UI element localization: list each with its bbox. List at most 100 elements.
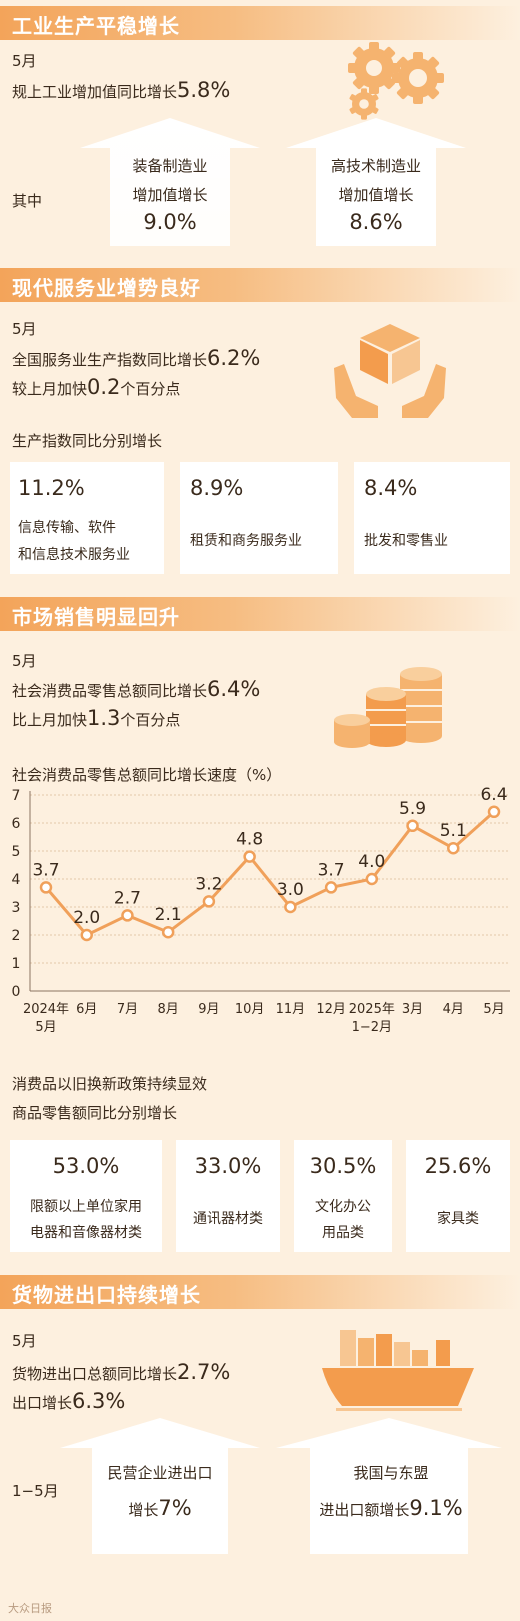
- service-card-value: 11.2%: [18, 476, 85, 500]
- asean-value: 9.1%: [409, 1496, 463, 1520]
- x-tick-label: 2024年: [23, 1002, 69, 1017]
- section-title: 市场销售明显回升: [12, 605, 180, 629]
- data-label: 4.8: [236, 830, 263, 850]
- section-header-services: 现代服务业增势良好: [0, 268, 520, 302]
- y-tick-label: 6: [12, 816, 21, 832]
- watermark: 大众日报: [8, 1602, 52, 1615]
- industry-growth-text: 规上工业增加值同比增长: [12, 83, 178, 101]
- data-label: 2.7: [114, 888, 141, 908]
- service-card-label-line2: 和信息技术服务业: [18, 547, 130, 563]
- services-accel-post: 个百分点: [120, 380, 181, 398]
- retail-accel-value: 1.3: [87, 706, 121, 730]
- hightech-card-line1: 高技术制造业: [330, 157, 421, 175]
- x-tick-label: 7月: [117, 1002, 138, 1017]
- up-arrow-shape: [286, 118, 466, 246]
- retail-card-label-line1: 通讯器材类: [193, 1211, 263, 1227]
- month-label: 5月: [12, 320, 37, 338]
- service-card-it: 11.2% 信息传输、软件 和信息技术服务业: [10, 462, 164, 574]
- retail-card-label-line1: 文化办公: [315, 1199, 371, 1215]
- retail-growth-value: 6.4%: [207, 677, 261, 701]
- private-enterprise-text: 增长: [128, 1501, 159, 1519]
- x-tick-label-line2: 5月: [35, 1020, 56, 1035]
- x-tick-label: 10月: [235, 1002, 265, 1017]
- retail-card-value: 33.0%: [194, 1154, 262, 1178]
- retail-card-label-line1: 限额以上单位家用: [30, 1199, 142, 1215]
- side-label-qizhong: 其中: [12, 192, 43, 210]
- services-accel-line: 较上月加快0.2个百分点: [12, 375, 180, 399]
- up-arrow-shape: [276, 1418, 502, 1554]
- up-arrow-shape: [60, 1418, 260, 1554]
- coins-icon: [334, 667, 442, 748]
- data-point: [202, 895, 216, 908]
- data-point: [243, 850, 256, 863]
- y-tick-label: 3: [12, 900, 21, 916]
- retail-card-value: 53.0%: [52, 1154, 120, 1178]
- retail-accel-line: 比上月加快1.3个百分点: [12, 706, 180, 730]
- retail-card-furniture: 25.6% 家具类: [406, 1140, 510, 1252]
- chart-title: 社会消费品零售总额同比增长速度（%）: [12, 766, 282, 784]
- trade-growth-line: 货物进出口总额同比增长2.7%: [12, 1360, 230, 1384]
- retail-card-office: 30.5% 文化办公 用品类: [294, 1140, 392, 1252]
- service-card-value: 8.4%: [364, 476, 418, 500]
- private-enterprise-line1: 民营企业进出口: [107, 1464, 213, 1482]
- x-tick-label: 4月: [443, 1002, 464, 1017]
- retail-card-label-line2: 用品类: [322, 1225, 364, 1241]
- private-enterprise-value: 7%: [158, 1496, 192, 1520]
- service-card-label-line1: 租赁和商务服务业: [190, 533, 302, 549]
- retail-accel-post: 个百分点: [120, 711, 181, 729]
- y-tick-label: 5: [12, 844, 21, 860]
- service-card-label-line1: 批发和零售业: [364, 533, 448, 549]
- data-label: 6.4: [480, 785, 507, 805]
- data-label: 2.0: [73, 908, 100, 928]
- services-index-line: 全国服务业生产指数同比增长6.2%: [12, 346, 260, 370]
- export-growth-line: 出口增长6.3%: [12, 1389, 125, 1413]
- services-index-value: 6.2%: [207, 346, 261, 370]
- private-enterprise-line2: 增长7%: [92, 1496, 228, 1520]
- data-label: 5.9: [399, 799, 426, 819]
- services-index-text: 全国服务业生产指数同比增长: [12, 351, 208, 369]
- x-tick-label: 3月: [402, 1002, 423, 1017]
- trade-growth-value: 2.7%: [177, 1360, 231, 1384]
- hands-box-icon: [334, 324, 446, 418]
- x-tick-label: 8月: [158, 1002, 179, 1017]
- services-subtitle: 生产指数同比分别增长: [12, 432, 163, 450]
- up-arrow-shape: [80, 118, 260, 246]
- data-label: 2.1: [155, 905, 182, 925]
- retail-growth-line-chart: 0 1 2 3 4 5 6 7 3.7 2.0 2.7 2.1 3.2 4.8 3.0 3.7 4.0 5.9 5.…: [12, 785, 510, 1035]
- x-tick-label: 5月: [483, 1002, 504, 1017]
- section-title: 现代服务业增势良好: [12, 276, 201, 300]
- month-label: 5月: [12, 652, 37, 670]
- hightech-card-value: 8.6%: [349, 210, 403, 234]
- data-point: [406, 819, 419, 833]
- x-tick-label: 6月: [76, 1002, 97, 1017]
- retail-card-label-line2: 电器和音像器材类: [30, 1225, 142, 1241]
- service-card-value: 8.9%: [190, 476, 244, 500]
- x-tick-label: 9月: [198, 1002, 219, 1017]
- x-tick-label: 2025年: [349, 1002, 395, 1017]
- y-tick-label: 0: [12, 984, 21, 1000]
- data-point: [161, 925, 175, 939]
- services-accel-pre: 较上月加快: [12, 380, 88, 398]
- data-label: 3.7: [32, 860, 59, 880]
- equipment-card-line1: 装备制造业: [132, 157, 208, 175]
- section-header-trade: 货物进出口持续增长: [0, 1275, 520, 1309]
- section-title: 货物进出口持续增长: [12, 1283, 201, 1307]
- month-label: 5月: [12, 52, 37, 70]
- data-point: [284, 900, 297, 914]
- retail-growth-line: 社会消费品零售总额同比增长6.4%: [12, 677, 260, 701]
- x-tick-label-line2: 1−2月: [352, 1020, 392, 1035]
- data-label: 4.0: [358, 852, 385, 872]
- service-card-leasing: 8.9% 租赁和商务服务业: [180, 462, 338, 574]
- tradein-subtitle-1: 消费品以旧换新政策持续显效: [12, 1075, 208, 1093]
- data-point: [80, 928, 93, 942]
- retail-card-appliances: 53.0% 限额以上单位家用 电器和音像器材类: [10, 1140, 162, 1252]
- y-tick-label: 4: [12, 872, 21, 888]
- cargo-ship-icon: [322, 1330, 474, 1411]
- asean-text: 进出口额增长: [319, 1501, 410, 1519]
- industry-growth-line: 规上工业增加值同比增长5.8%: [12, 78, 230, 102]
- data-point: [324, 881, 338, 894]
- y-tick-label: 1: [12, 956, 21, 972]
- service-card-label-line1: 信息传输、软件: [18, 520, 116, 536]
- data-label: 3.7: [318, 860, 345, 880]
- equipment-card-line2: 增加值增长: [132, 186, 208, 204]
